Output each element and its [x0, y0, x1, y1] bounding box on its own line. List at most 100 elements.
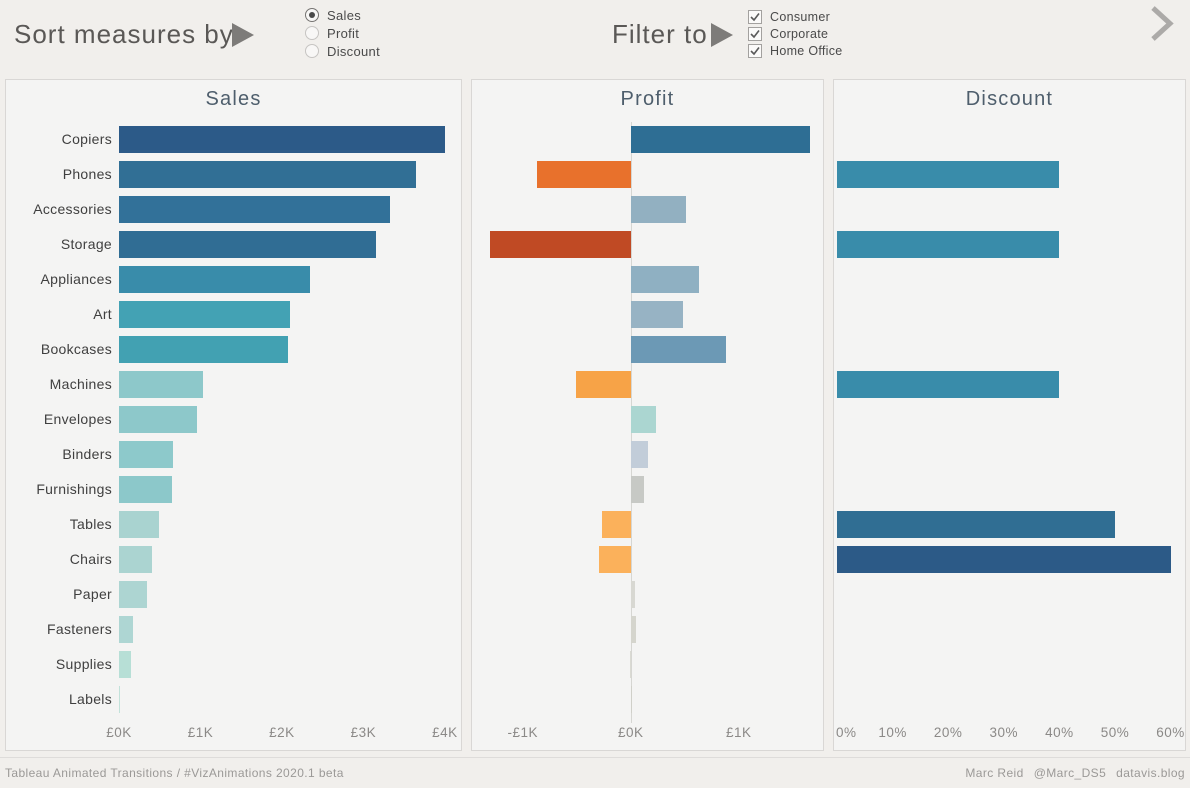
- chart-row: [834, 227, 1185, 262]
- radio-option-profit[interactable]: Profit: [305, 24, 380, 42]
- axis-tick-label: 0%: [836, 725, 857, 740]
- bar-chairs[interactable]: [837, 546, 1171, 573]
- bar-phones[interactable]: [536, 161, 631, 188]
- chart-row: Copiers: [6, 122, 461, 157]
- bar-binders[interactable]: [119, 441, 173, 468]
- sort-radio-group: Sales Profit Discount: [305, 6, 380, 60]
- chart-row: [834, 122, 1185, 157]
- bar-art[interactable]: [119, 301, 291, 328]
- bar-furnishings[interactable]: [119, 476, 172, 503]
- bar-machines[interactable]: [119, 371, 203, 398]
- bar-paper[interactable]: [630, 581, 636, 608]
- bar-accessories[interactable]: [119, 196, 391, 223]
- bar-storage[interactable]: [490, 231, 631, 258]
- bar-machines[interactable]: [837, 371, 1060, 398]
- chart-row: Paper: [6, 577, 461, 612]
- chart-row: Furnishings: [6, 472, 461, 507]
- bar-machines[interactable]: [575, 371, 631, 398]
- bar-supplies[interactable]: [629, 651, 631, 678]
- category-label: Copiers: [61, 131, 112, 147]
- x-axis: -£1K £0K £1K: [472, 725, 823, 747]
- chart-row: [834, 332, 1185, 367]
- radio-icon: [305, 44, 319, 58]
- bar-labels[interactable]: [630, 686, 632, 713]
- axis-tick-label: £0K: [617, 725, 644, 740]
- category-label: Bookcases: [40, 341, 112, 357]
- checkbox-option-corporate[interactable]: Corporate: [748, 25, 843, 42]
- bar-phones[interactable]: [837, 161, 1060, 188]
- chart-row: [834, 297, 1185, 332]
- radio-label: Profit: [327, 25, 360, 41]
- axis-tick-label: 10%: [878, 725, 907, 740]
- bars-area: Copiers Phones Accessories Storage Appliance…: [6, 122, 461, 717]
- chevron-right-icon[interactable]: [1146, 4, 1178, 44]
- axis-tick-label: £0K: [106, 725, 132, 740]
- chart-title: Profit: [620, 88, 675, 110]
- bar-chairs[interactable]: [599, 546, 631, 573]
- bar-appliances[interactable]: [119, 266, 310, 293]
- chart-row: [834, 612, 1185, 647]
- checkbox-label: Corporate: [770, 26, 829, 41]
- bar-bookcases[interactable]: [630, 336, 726, 363]
- bar-tables[interactable]: [601, 511, 631, 538]
- bar-envelopes[interactable]: [630, 406, 656, 433]
- bar-copiers[interactable]: [630, 126, 811, 153]
- bar-copiers[interactable]: [119, 126, 445, 153]
- bar-tables[interactable]: [837, 511, 1115, 538]
- axis-tick-label: £4K: [432, 725, 458, 740]
- filter-to-label: Filter to: [612, 19, 708, 49]
- chart-row: Storage: [6, 227, 461, 262]
- bar-fasteners[interactable]: [119, 616, 133, 643]
- axis-tick-label: 30%: [989, 725, 1019, 740]
- checkbox-label: Consumer: [770, 9, 831, 24]
- x-axis: 0% 10% 20% 30% 40% 50% 60%: [834, 725, 1185, 747]
- bar-binders[interactable]: [630, 441, 649, 468]
- bar-envelopes[interactable]: [119, 406, 198, 433]
- category-label: Paper: [73, 586, 112, 602]
- chart-row: [834, 157, 1185, 192]
- footer-attribution-right: Marc Reid @Marc_DS5 datavis.blog: [965, 766, 1185, 780]
- bar-chairs[interactable]: [119, 546, 152, 573]
- category-label: Fasteners: [47, 621, 112, 637]
- chart-row: Envelopes: [6, 402, 461, 437]
- bar-supplies[interactable]: [119, 651, 132, 678]
- profit-chart-panel: Profit -£1K £0K £1K: [471, 79, 824, 751]
- radio-option-sales[interactable]: Sales: [305, 6, 380, 24]
- category-label: Labels: [68, 691, 112, 707]
- chart-row: Appliances: [6, 262, 461, 297]
- chart-row: [834, 507, 1185, 542]
- bar-paper[interactable]: [119, 581, 147, 608]
- bar-bookcases[interactable]: [119, 336, 288, 363]
- chart-row: [472, 227, 823, 262]
- bar-storage[interactable]: [119, 231, 376, 258]
- chart-row: Art: [6, 297, 461, 332]
- chart-row: [834, 682, 1185, 717]
- chart-row: Binders: [6, 437, 461, 472]
- chart-row: [472, 367, 823, 402]
- checkbox-option-consumer[interactable]: Consumer: [748, 8, 843, 25]
- category-label: Furnishings: [36, 481, 112, 497]
- radio-label: Discount: [327, 43, 380, 59]
- chart-row: [834, 647, 1185, 682]
- checkbox-option-home-office[interactable]: Home Office: [748, 42, 843, 59]
- bar-phones[interactable]: [119, 161, 416, 188]
- chart-row: [472, 157, 823, 192]
- bar-fasteners[interactable]: [630, 616, 637, 643]
- bar-labels[interactable]: [119, 686, 121, 713]
- bar-tables[interactable]: [119, 511, 159, 538]
- bar-furnishings[interactable]: [630, 476, 644, 503]
- chart-row: Bookcases: [6, 332, 461, 367]
- footer-site: datavis.blog: [1116, 766, 1185, 780]
- footer-author: Marc Reid: [965, 766, 1024, 780]
- radio-label: Sales: [327, 7, 362, 23]
- chart-row: [834, 367, 1185, 402]
- segment-filter-group: Consumer Corporate Home Office: [748, 8, 843, 59]
- bar-appliances[interactable]: [630, 266, 699, 293]
- bar-storage[interactable]: [837, 231, 1060, 258]
- bar-accessories[interactable]: [630, 196, 686, 223]
- radio-option-discount[interactable]: Discount: [305, 42, 380, 60]
- chart-row: [472, 682, 823, 717]
- category-label: Appliances: [40, 271, 112, 287]
- axis-tick-label: £3K: [350, 725, 377, 740]
- bar-art[interactable]: [630, 301, 683, 328]
